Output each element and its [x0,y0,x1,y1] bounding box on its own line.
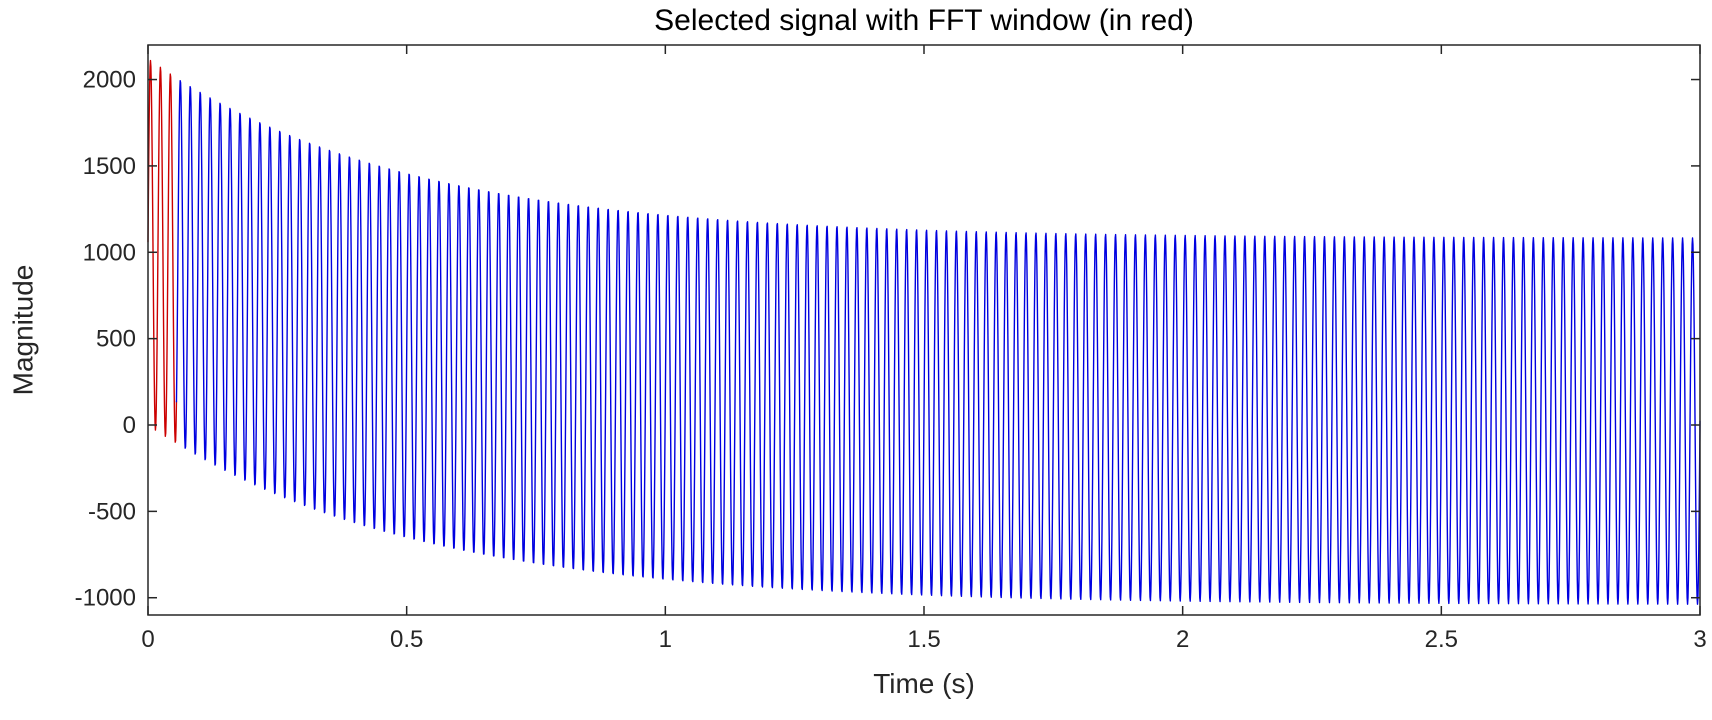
y-tick-label: 0 [123,412,136,439]
y-tick-label: -500 [88,498,136,525]
x-axis-label: Time (s) [873,668,975,699]
y-tick-label: 1000 [83,239,136,266]
fft-window-series [147,59,178,443]
y-tick-label: 1500 [83,153,136,180]
x-tick-label: 1 [659,626,672,653]
x-tick-label: 2 [1176,626,1189,653]
chart-title: Selected signal with FFT window (in red) [654,4,1194,37]
x-tick-label: 3 [1693,626,1706,653]
y-tick-label: 2000 [83,67,136,94]
x-ticks [147,45,1701,615]
x-tick-label: 0 [141,626,154,653]
x-tick-label: 1.5 [907,626,940,653]
x-tick-label: 0.5 [390,626,423,653]
y-tick-label: 500 [96,326,136,353]
y-tick-labels: -1000 -500 0 500 1000 1500 2000 [75,67,136,612]
y-ticks [148,78,1700,599]
y-tick-label: -1000 [75,585,136,612]
x-tick-labels: 0 0.5 1 1.5 2 2.5 3 [141,626,1706,653]
x-tick-label: 2.5 [1425,626,1458,653]
signal-series [175,79,1701,605]
